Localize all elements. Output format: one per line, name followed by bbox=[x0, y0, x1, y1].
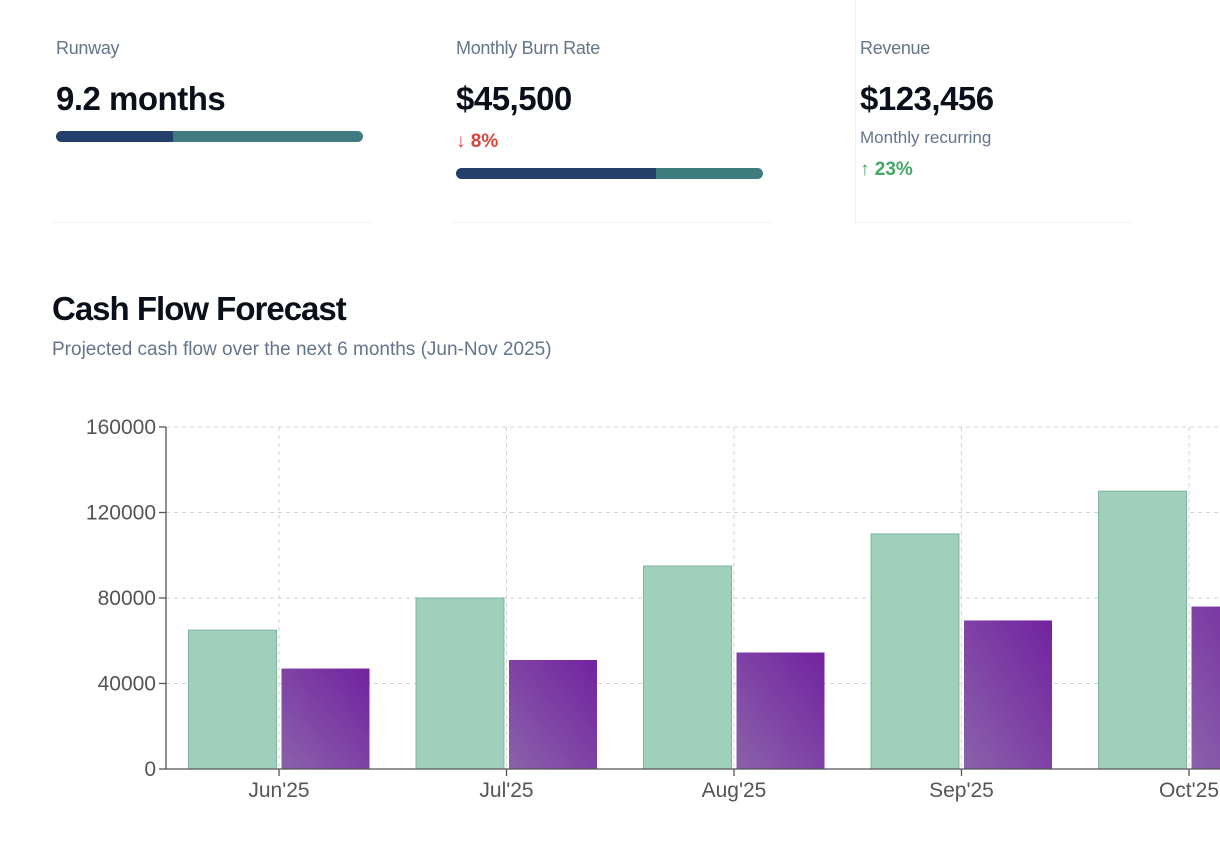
y-tick-label: 0 bbox=[144, 758, 156, 781]
bar-series-2 bbox=[964, 620, 1052, 769]
y-tick-label: 80000 bbox=[98, 587, 156, 610]
runway-value: 9.2 months bbox=[56, 80, 226, 117]
x-tick-label: Oct'25 bbox=[1159, 779, 1219, 802]
bar-series-2 bbox=[281, 668, 370, 769]
y-tick-label: 160000 bbox=[86, 416, 156, 439]
revenue-subtext: Monthly recurring bbox=[860, 128, 992, 147]
burn-rate-delta: ↓ 8% bbox=[456, 131, 499, 152]
revenue-card: Revenue $123,456 Monthly recurring ↑ 23% bbox=[855, 0, 1131, 223]
bar-series-1 bbox=[188, 629, 277, 770]
burn-rate-value: $45,500 bbox=[456, 80, 572, 117]
x-tick-label: Sep'25 bbox=[929, 779, 994, 802]
burn-rate-label: Monthly Burn Rate bbox=[456, 38, 600, 58]
bar-series-1 bbox=[870, 533, 960, 770]
bar-series-2 bbox=[736, 652, 825, 769]
x-tick-label: Jul'25 bbox=[479, 779, 533, 802]
x-tick-label: Jun'25 bbox=[248, 779, 309, 802]
cash-flow-chart: 0 40000 80000 120000 160000 Jun'25 Jul'25 Aug'2… bbox=[86, 416, 1220, 802]
chart-grid bbox=[166, 426, 1220, 769]
revenue-delta: ↑ 23% bbox=[860, 159, 913, 180]
runway-card: Runway 9.2 months bbox=[52, 0, 372, 223]
bar-series-1 bbox=[643, 565, 732, 770]
runway-label: Runway bbox=[56, 38, 120, 58]
burn-rate-card: Monthly Burn Rate $45,500 ↓ 8% bbox=[452, 0, 772, 223]
burn-rate-progress-fill bbox=[456, 168, 656, 179]
x-tick-label: Aug'25 bbox=[702, 779, 767, 802]
chart-axes: 0 40000 80000 120000 160000 Jun'25 Jul'25 Aug'2… bbox=[86, 416, 1220, 802]
revenue-value: $123,456 bbox=[860, 80, 994, 117]
runway-progress-fill bbox=[56, 131, 173, 142]
bar-series-2 bbox=[1191, 606, 1220, 769]
chart-title: Cash Flow Forecast bbox=[52, 290, 347, 327]
y-tick-label: 40000 bbox=[98, 673, 156, 696]
bar-series-1 bbox=[415, 597, 505, 770]
chart-subtitle: Projected cash flow over the next 6 mont… bbox=[52, 339, 552, 360]
bar-series-1 bbox=[1098, 490, 1187, 770]
y-tick-label: 120000 bbox=[86, 502, 156, 525]
runway-progress-bar bbox=[56, 131, 363, 142]
chart-bars bbox=[188, 490, 1220, 770]
burn-rate-progress-bar bbox=[456, 168, 763, 179]
revenue-label: Revenue bbox=[860, 38, 930, 58]
bar-series-2 bbox=[509, 659, 597, 769]
